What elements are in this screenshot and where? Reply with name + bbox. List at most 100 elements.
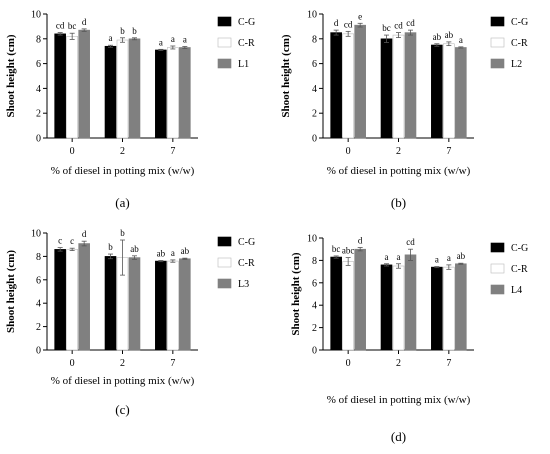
y-axis-title: Shoot height (cm) <box>290 252 302 335</box>
y-tick-label: 8 <box>36 252 41 263</box>
error-bar <box>81 240 87 247</box>
legend-swatch-L4 <box>490 284 505 295</box>
error-bar <box>132 37 137 41</box>
bar-L2-7 <box>455 47 467 139</box>
significance-letter: b <box>120 26 125 36</box>
legend-swatch-C-R <box>217 257 232 268</box>
significance-letter: bc <box>332 244 341 254</box>
significance-letter: cd <box>394 21 403 31</box>
error-bar <box>182 46 188 49</box>
bar-C-G-7 <box>155 260 167 351</box>
bar-L4-2 <box>404 254 417 351</box>
bar-C-R-7 <box>167 47 179 139</box>
bar-L4-7 <box>455 263 467 351</box>
error-bar <box>446 264 452 270</box>
error-bar <box>357 22 363 28</box>
legend-label-C-R: C-R <box>238 38 255 49</box>
bar-C-R-0 <box>66 249 78 351</box>
bar-C-G-2 <box>104 256 117 351</box>
y-tick-label: 0 <box>36 346 41 357</box>
x-tick-label: 0 <box>346 358 351 369</box>
bar-C-R-7 <box>167 260 179 351</box>
panel-label: (d) <box>391 429 406 444</box>
significance-letter: ab <box>457 251 466 261</box>
y-tick-label: 4 <box>312 84 317 95</box>
legend-swatch-L1 <box>217 58 232 69</box>
x-axis-title: % of diesel in potting mix (w/w) <box>51 375 195 387</box>
y-tick-label: 0 <box>312 134 317 145</box>
significance-letter: a <box>447 253 451 263</box>
legend-swatch-L2 <box>490 58 505 69</box>
error-bar <box>57 32 63 36</box>
significance-letter: cd <box>406 237 415 247</box>
significance-letter: c <box>58 236 62 246</box>
legend-swatch-C-R <box>490 263 505 274</box>
panel-label: (a) <box>115 195 129 210</box>
bar-C-R-0 <box>66 36 78 139</box>
x-tick-label: 7 <box>446 358 451 369</box>
legend-label-L4: L4 <box>511 285 522 296</box>
error-bar <box>69 32 75 40</box>
error-bar <box>333 255 339 259</box>
significance-letter: d <box>82 229 87 239</box>
bar-C-R-7 <box>443 266 455 351</box>
y-tick-label: 10 <box>31 229 41 240</box>
error-bar <box>57 247 63 252</box>
error-bar <box>434 266 440 269</box>
bar-C-G-0 <box>54 249 66 351</box>
bar-C-R-2 <box>116 39 129 139</box>
y-tick-label: 4 <box>36 299 41 310</box>
y-tick-label: 4 <box>312 301 317 312</box>
y-axis-title: Shoot height (cm) <box>5 34 17 117</box>
bar-C-G-7 <box>431 266 443 351</box>
y-tick-label: 10 <box>31 10 41 21</box>
significance-letter: ab <box>157 248 166 258</box>
significance-letter: a <box>459 35 463 45</box>
y-tick-label: 0 <box>312 346 317 357</box>
significance-letter: a <box>183 34 187 44</box>
error-bar <box>384 263 389 267</box>
legend-label-C-G: C-G <box>511 17 528 28</box>
bar-L3-2 <box>128 257 141 351</box>
legend-swatch-C-G <box>217 16 232 27</box>
bar-C-R-2 <box>392 265 405 351</box>
y-tick-label: 0 <box>36 134 41 145</box>
significance-letter: d <box>334 18 339 28</box>
error-bar <box>357 247 363 252</box>
error-bar <box>384 34 389 43</box>
significance-letter: b <box>120 228 125 238</box>
x-axis-title: % of diesel in potting mix (w/w) <box>327 394 471 406</box>
error-bar <box>170 259 176 263</box>
bar-L2-2 <box>404 32 417 139</box>
significance-letter: b <box>132 26 137 36</box>
error-bar <box>81 28 87 32</box>
x-tick-label: 0 <box>70 146 75 157</box>
bar-C-G-2 <box>380 38 393 139</box>
y-axis-title: Shoot height (cm) <box>5 250 17 333</box>
x-tick-label: 0 <box>346 146 351 157</box>
significance-letter: ab <box>181 246 190 256</box>
significance-letter: ab <box>130 244 139 254</box>
legend-label-C-R: C-R <box>511 264 528 275</box>
legend-label-L2: L2 <box>511 59 522 70</box>
bar-C-G-0 <box>330 32 342 139</box>
x-tick-label: 2 <box>396 358 401 369</box>
error-bar <box>458 46 464 49</box>
y-tick-label: 10 <box>307 234 317 245</box>
legend-label-L1: L1 <box>238 59 249 70</box>
error-bar <box>434 43 440 47</box>
y-tick-label: 8 <box>312 256 317 267</box>
bar-C-R-0 <box>342 261 354 351</box>
panel-label: (c) <box>115 402 129 417</box>
bar-C-G-7 <box>431 44 443 139</box>
bar-C-G-2 <box>104 45 117 139</box>
error-bar <box>458 262 464 265</box>
y-tick-label: 6 <box>312 278 317 289</box>
significance-letter: ab <box>445 30 454 40</box>
error-bar <box>408 248 413 261</box>
legend-swatch-C-R <box>490 37 505 48</box>
error-bar <box>132 255 137 260</box>
bar-L1-0 <box>78 29 90 139</box>
